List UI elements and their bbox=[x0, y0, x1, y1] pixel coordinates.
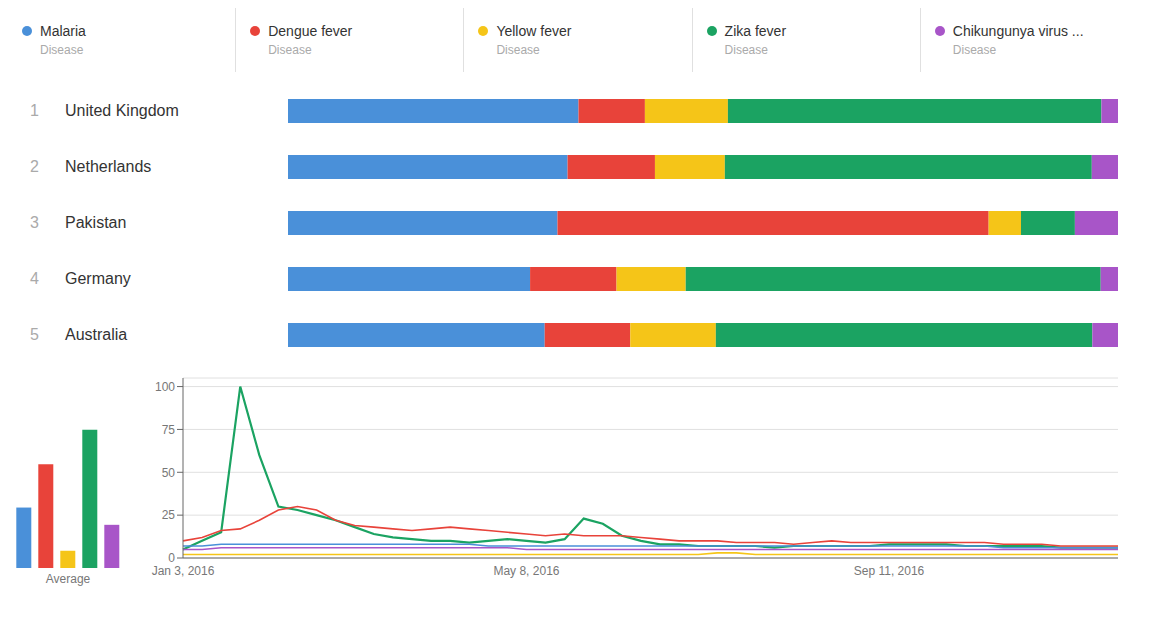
html-text:Average: Average bbox=[45, 572, 91, 586]
html-text:Disease: Disease bbox=[496, 43, 540, 57]
svg-text:Jan 3, 2016: Jan 3, 2016 bbox=[152, 564, 215, 578]
svg-text:Sep 11, 2016: Sep 11, 2016 bbox=[854, 564, 925, 578]
svg-text:Netherlands: Netherlands bbox=[65, 158, 151, 175]
svg-text:Pakistan: Pakistan bbox=[65, 214, 126, 231]
svg-text:75: 75 bbox=[162, 423, 176, 437]
html-text:Disease: Disease bbox=[952, 43, 997, 57]
svg-text:25: 25 bbox=[162, 508, 176, 522]
svg-text:Australia: Australia bbox=[65, 326, 127, 343]
html-text:Chikungunya virus ...: Chikungunya virus ... bbox=[952, 23, 1084, 39]
svg-text:50: 50 bbox=[162, 466, 176, 480]
svg-text:1: 1 bbox=[30, 102, 39, 119]
html-text:Dengue fever: Dengue fever bbox=[268, 23, 353, 39]
svg-text:5: 5 bbox=[30, 326, 39, 343]
html-text:Disease: Disease bbox=[724, 43, 768, 57]
svg-text:Germany: Germany bbox=[65, 270, 131, 287]
html-text:Disease: Disease bbox=[268, 43, 312, 57]
svg-text:May 8, 2016: May 8, 2016 bbox=[493, 564, 559, 578]
svg-text:3: 3 bbox=[30, 214, 39, 231]
svg-text:0: 0 bbox=[168, 551, 175, 565]
html-text:Yellow fever: Yellow fever bbox=[496, 23, 572, 39]
svg-text:United Kingdom: United Kingdom bbox=[65, 102, 179, 119]
html-text:Malaria: Malaria bbox=[40, 23, 86, 39]
html-text:Disease: Disease bbox=[40, 43, 84, 57]
svg-text:100: 100 bbox=[155, 380, 175, 394]
svg-text:4: 4 bbox=[30, 270, 39, 287]
html-text:Zika fever: Zika fever bbox=[724, 23, 787, 39]
svg-text:2: 2 bbox=[30, 158, 39, 175]
